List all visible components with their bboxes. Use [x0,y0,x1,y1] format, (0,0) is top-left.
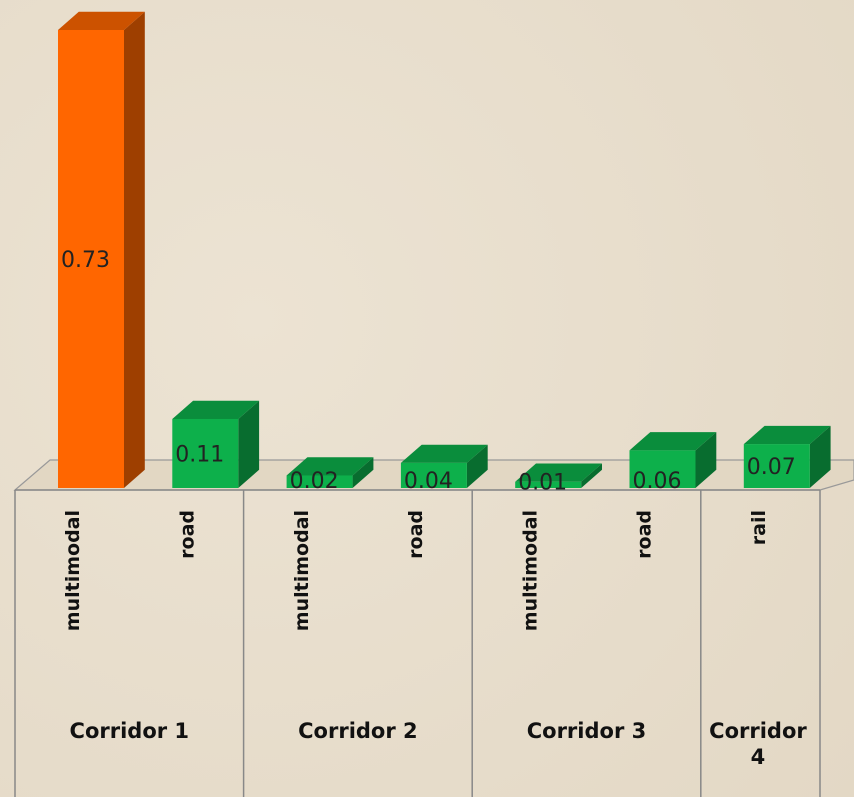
bar-top [400,444,488,463]
bar-side [466,444,488,488]
value-label: 0.07 [747,455,796,480]
bar: 0.11 [172,400,260,488]
bar-front [286,475,353,488]
bar-side [581,463,602,488]
category-label: road [634,510,656,559]
category-label: multimodal [519,510,541,631]
bar-top [629,432,717,451]
category-label: road [176,510,198,559]
value-label: 0.73 [61,248,110,273]
bar-side [809,425,831,488]
bar-front [400,462,467,488]
bar: 0.04 [400,444,488,494]
group-label: Corridor 2 [298,719,418,743]
bar-side [238,400,260,488]
bar-front [515,481,582,488]
bar: 0.73 [58,11,145,489]
value-label: 0.11 [175,442,224,467]
bar-top [58,11,145,31]
group-label: Corridor 1 [69,719,190,743]
bar: 0.06 [629,432,717,494]
bar-front [743,444,810,488]
bar: 0.02 [286,457,374,494]
group-label: Corridor 4 [709,719,807,769]
bar-side [695,432,717,488]
category-label: rail [748,510,770,545]
bar-front [172,418,239,488]
bar-top [172,400,260,419]
category-label: road [405,510,427,559]
value-label: 0.02 [290,469,339,494]
bar-front [629,450,696,488]
value-label: 0.01 [518,471,567,496]
bar: 0.07 [743,425,831,488]
bar-top [515,463,602,482]
bar-side [352,457,374,488]
bar-top [743,425,831,445]
category-label: multimodal [291,510,313,631]
value-label: 0.04 [404,469,453,494]
group-label: Corridor 3 [526,719,647,743]
bar-top [286,457,374,476]
category-label: multimodal [62,510,84,631]
bar-front [58,30,124,488]
bar-side [124,11,145,489]
bar: 0.01 [515,463,602,496]
value-label: 0.06 [633,469,682,494]
